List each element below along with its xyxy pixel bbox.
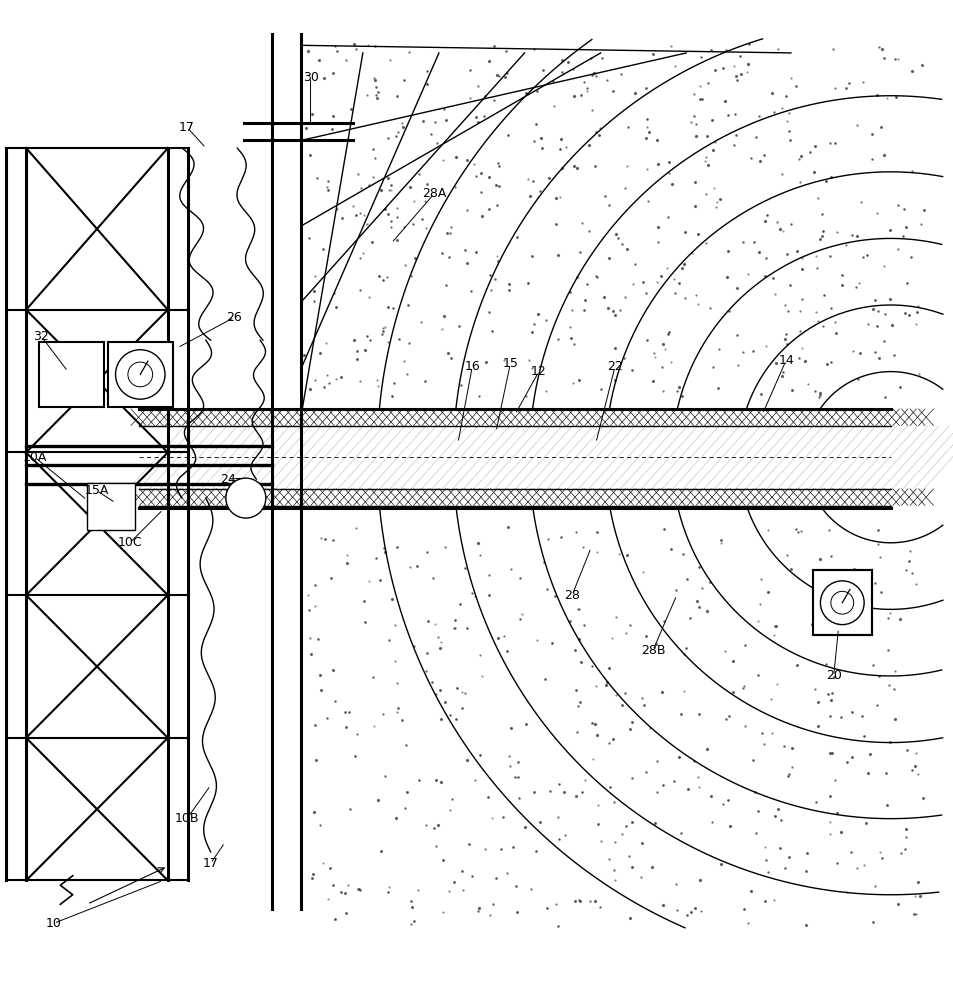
FancyBboxPatch shape <box>108 342 172 407</box>
Text: 28B: 28B <box>640 644 664 657</box>
Circle shape <box>226 478 266 518</box>
Circle shape <box>128 362 152 387</box>
Text: 20: 20 <box>825 669 841 682</box>
Bar <box>139 409 890 426</box>
Bar <box>139 489 890 506</box>
Text: 10A: 10A <box>23 451 47 464</box>
Text: 28A: 28A <box>421 187 446 200</box>
Text: 15A: 15A <box>84 484 109 497</box>
Circle shape <box>820 581 863 625</box>
Text: 32: 32 <box>33 330 50 343</box>
Circle shape <box>115 350 165 399</box>
Text: 28: 28 <box>563 589 579 602</box>
Text: 10: 10 <box>46 917 62 930</box>
Text: 17: 17 <box>179 121 194 134</box>
Text: 12: 12 <box>531 365 546 378</box>
FancyBboxPatch shape <box>87 483 134 530</box>
Text: 10C: 10C <box>117 536 142 549</box>
Text: 17: 17 <box>202 857 218 870</box>
Text: 16: 16 <box>464 360 479 373</box>
Text: 24: 24 <box>220 473 235 486</box>
Text: 30: 30 <box>302 71 318 84</box>
Text: 10B: 10B <box>174 812 199 825</box>
Text: 15: 15 <box>502 357 517 370</box>
FancyBboxPatch shape <box>39 342 104 407</box>
Text: 26: 26 <box>226 311 242 324</box>
Text: 22: 22 <box>606 360 622 373</box>
Bar <box>139 426 890 489</box>
Bar <box>139 407 890 508</box>
FancyBboxPatch shape <box>812 570 871 635</box>
Text: 14: 14 <box>778 354 793 367</box>
Circle shape <box>830 591 853 614</box>
